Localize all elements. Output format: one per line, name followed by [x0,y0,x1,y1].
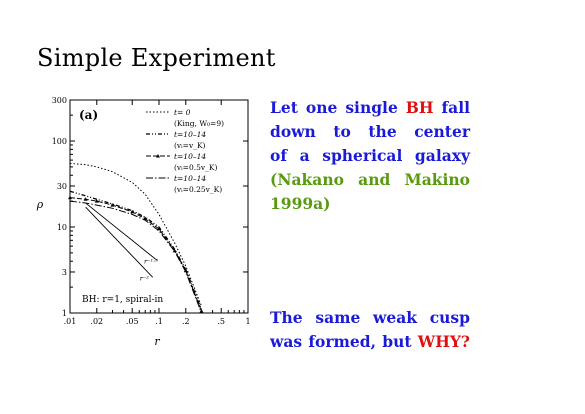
para1-line1-c: fall [433,98,471,117]
panel-label: (a) [79,108,98,122]
y-tick-label: 30 [57,182,67,191]
x-tick-label: .1 [155,317,163,326]
legend-marker [156,154,160,158]
bh-highlight: BH [405,98,434,117]
y-tick-label: 100 [52,137,67,146]
para1-line3: of a spherical galaxy [270,146,470,165]
citation-line2: 1999a) [270,194,331,213]
x-tick-label: .2 [182,317,190,326]
legend-label-2: t=10–14 [174,130,206,139]
x-tick-label: .02 [90,317,103,326]
series-marker [130,209,135,214]
series-marker [183,268,188,273]
x-tick-label: .5 [217,317,225,326]
chart-annotation: BH: r=1, spiral-in [82,295,163,305]
para1-line1-a: Let one single [270,98,406,117]
y-tick-label: 10 [57,223,67,232]
para2-line1: The same weak cusp [270,308,470,327]
slide-title: Simple Experiment [37,44,276,72]
slope-label-1: r⁻¹·⁵ [144,257,158,265]
x-tick-label: 1 [245,317,250,326]
conclusion-paragraph: The same weak cusp was formed, but WHY? [270,306,470,354]
legend-sub-2: (vᵢ=v_K) [174,141,206,150]
para1-line1: Let one single BH fall [270,96,470,120]
y-tick-label: 300 [52,96,67,105]
y-tick-label: 1 [62,309,67,318]
y-ticks: 1 3 10 30 100 300 [52,96,248,318]
y-tick-label: 3 [62,268,67,277]
citation-line1: (Nakano and Makino [270,170,470,189]
series-marker [83,197,88,201]
series-marker [110,203,115,207]
legend-label-1: t= 0 [174,108,191,117]
series-marker [172,248,177,253]
reference-slopes: r⁻¹·⁵ r⁻² [85,202,158,282]
series-line-1 [69,162,202,307]
series-marker [68,195,72,200]
legend-sub-3: (vᵢ=0.5v_K) [174,163,217,172]
series-group [68,162,204,314]
para2-line2-a: was formed, but [270,332,418,351]
y-axis-label: ρ [36,198,44,211]
legend-sub-4: (vᵢ=0.25v_K) [174,185,222,194]
legend: t= 0 (King, W₀=9) t=10–14 (vᵢ=v_K) t=10–14 (v… [146,108,224,194]
para2-line2: was formed, but WHY? [270,330,470,354]
slope-line-2 [85,206,154,278]
x-tick-label: .01 [64,317,77,326]
para1-line2: down to the center [270,122,470,141]
description-paragraph: Let one single BH fall down to the cente… [270,96,470,216]
legend-label-3: t=10–14 [174,152,206,161]
series-line-2 [69,190,203,310]
legend-label-4: t=10–14 [174,174,206,183]
slope-label-2: r⁻² [140,274,150,282]
plot-frame [69,99,249,314]
slope-line-1 [85,202,158,261]
why-highlight: WHY? [417,332,470,351]
legend-sub-1: (King, W₀=9) [174,119,224,128]
series-line-3 [69,197,202,312]
x-axis-label: r [154,335,160,348]
x-tick-label: .05 [126,317,139,326]
x-ticks: .01 .02 .05 .1 .2 .5 1 [64,100,251,326]
series-marker [199,309,204,313]
series-marker [94,199,99,203]
